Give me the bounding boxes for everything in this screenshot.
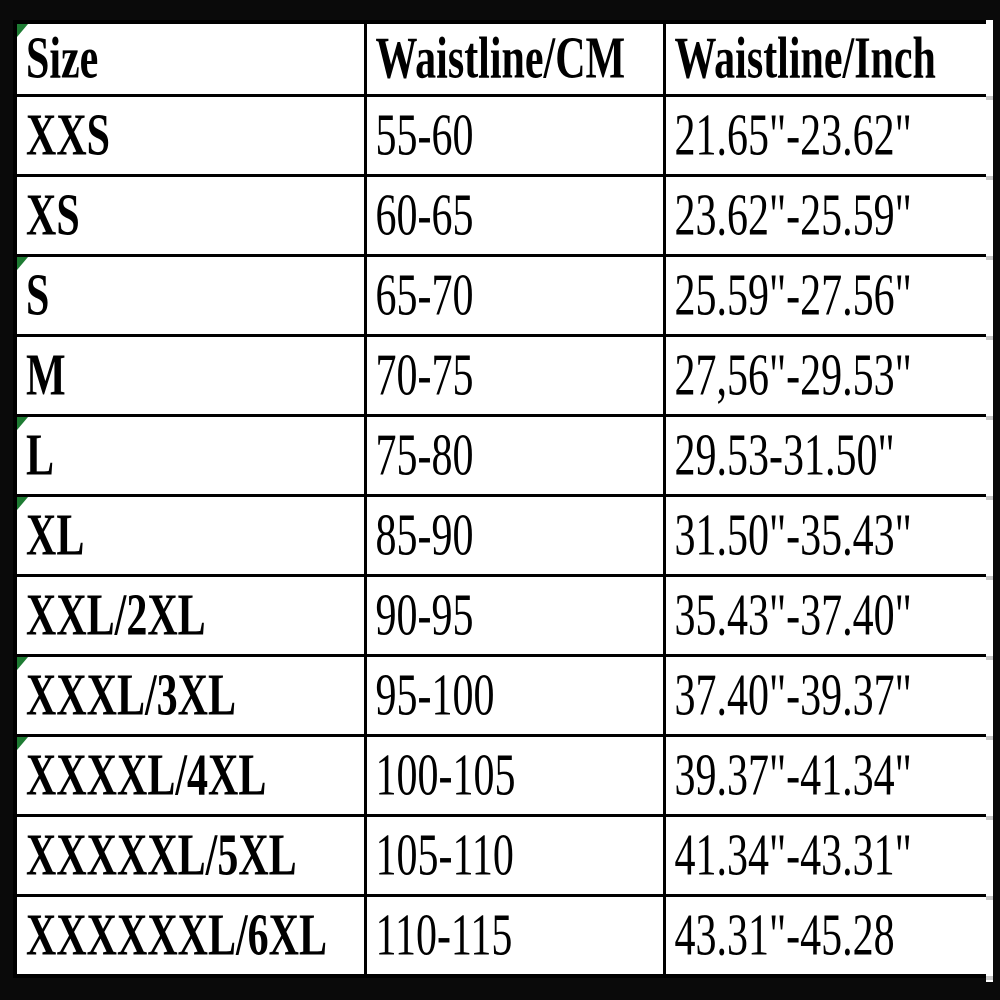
- table-row: M 70-75 27,56"-29.53": [13, 334, 990, 417]
- cm-cell: 75-80: [363, 414, 666, 497]
- header-cell-waistline-inch: Waistline/Inch: [662, 20, 990, 97]
- inch-cell: 41.34"-43.31": [662, 814, 990, 897]
- inch-cell: 37.40"-39.37": [662, 654, 990, 737]
- inch-cell: 21.65"-23.62": [662, 94, 990, 177]
- cm-cell: 55-60: [363, 94, 666, 177]
- inch-cell: 27,56"-29.53": [662, 334, 990, 417]
- size-cell: S: [13, 254, 367, 337]
- cm-cell: 100-105: [363, 734, 666, 817]
- cm-cell: 90-95: [363, 574, 666, 657]
- size-cell: M: [13, 334, 367, 417]
- inch-cell: 25.59"-27.56": [662, 254, 990, 337]
- column-header-label: Waistline/Inch: [674, 26, 936, 92]
- inch-cell: 43.31"-45.28: [662, 894, 990, 978]
- size-cell: XXXL/3XL: [13, 654, 367, 737]
- inch-cell: 39.37"-41.34": [662, 734, 990, 817]
- cm-cell: 60-65: [363, 174, 666, 257]
- table-row: XXXXXXL/6XL 110-115 43.31"-45.28: [13, 894, 990, 978]
- table-row: XXS 55-60 21.65"-23.62": [13, 94, 990, 177]
- size-chart-table: Size Waistline/CM Waistline/Inch XXS 55-…: [13, 20, 990, 978]
- inch-cell: 29.53-31.50": [662, 414, 990, 497]
- cell-error-indicator-icon: [17, 24, 28, 37]
- size-cell: XS: [13, 174, 367, 257]
- size-cell: XXXXL/4XL: [13, 734, 367, 817]
- table-row: L 75-80 29.53-31.50": [13, 414, 990, 497]
- size-cell: XXS: [13, 94, 367, 177]
- table-row: XS 60-65 23.62"-25.59": [13, 174, 990, 257]
- inch-cell: 35.43"-37.40": [662, 574, 990, 657]
- inch-cell: 31.50"-35.43": [662, 494, 990, 577]
- size-cell: XXL/2XL: [13, 574, 367, 657]
- column-header-label: Size: [26, 26, 99, 92]
- size-cell: L: [13, 414, 367, 497]
- cm-cell: 95-100: [363, 654, 666, 737]
- spreadsheet-edge-sliver: [986, 20, 993, 982]
- table-row: XXXXL/4XL 100-105 39.37"-41.34": [13, 734, 990, 817]
- cell-error-indicator-icon: [17, 737, 28, 750]
- table-row: XXXXXL/5XL 105-110 41.34"-43.31": [13, 814, 990, 897]
- cm-cell: 85-90: [363, 494, 666, 577]
- cm-cell: 110-115: [363, 894, 666, 978]
- cm-cell: 65-70: [363, 254, 666, 337]
- header-row: Size Waistline/CM Waistline/Inch: [13, 20, 990, 97]
- cm-cell: 105-110: [363, 814, 666, 897]
- table-row: XXL/2XL 90-95 35.43"-37.40": [13, 574, 990, 657]
- cell-error-indicator-icon: [17, 657, 28, 670]
- table-row: XL 85-90 31.50"-35.43": [13, 494, 990, 577]
- header-cell-waistline-cm: Waistline/CM: [363, 20, 666, 97]
- cell-error-indicator-icon: [17, 257, 28, 270]
- cell-error-indicator-icon: [17, 417, 28, 430]
- size-chart-sheet: Size Waistline/CM Waistline/Inch XXS 55-…: [13, 20, 993, 982]
- header-cell-size: Size: [13, 20, 367, 97]
- size-cell: XL: [13, 494, 367, 577]
- cm-cell: 70-75: [363, 334, 666, 417]
- inch-cell: 23.62"-25.59": [662, 174, 990, 257]
- table-row: S 65-70 25.59"-27.56": [13, 254, 990, 337]
- table-row: XXXL/3XL 95-100 37.40"-39.37": [13, 654, 990, 737]
- cell-error-indicator-icon: [17, 497, 28, 510]
- column-header-label: Waistline/CM: [375, 26, 626, 92]
- size-cell: XXXXXXL/6XL: [13, 894, 367, 978]
- size-cell: XXXXXL/5XL: [13, 814, 367, 897]
